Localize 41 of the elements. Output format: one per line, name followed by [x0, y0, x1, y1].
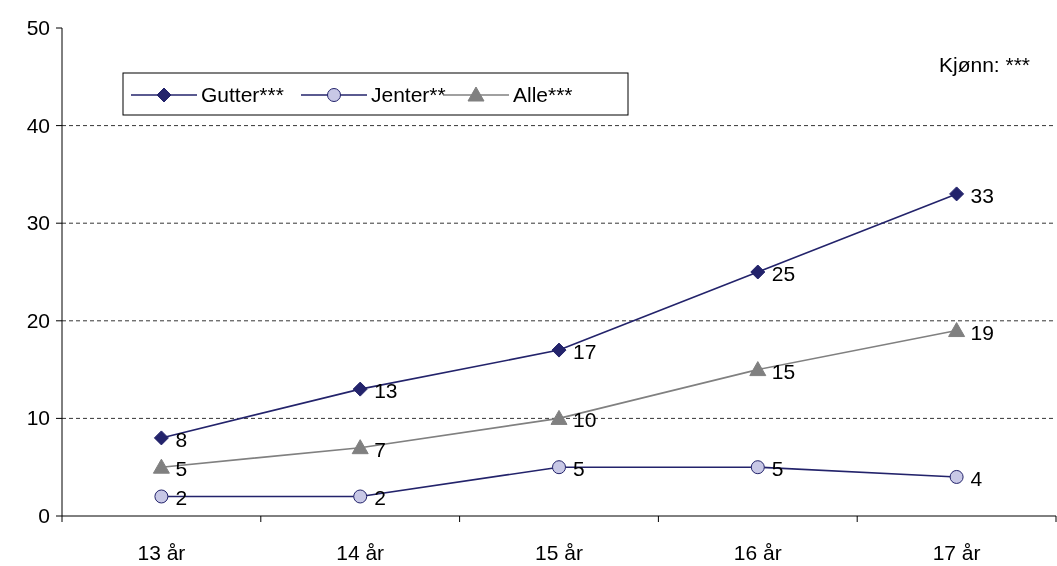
point [949, 186, 965, 202]
data-label: 17 [573, 340, 597, 364]
point [351, 439, 369, 455]
point [552, 460, 566, 475]
y-tick-label: 30 [26, 211, 50, 235]
data-label: 33 [970, 183, 994, 207]
data-label: 4 [970, 466, 983, 490]
y-tick-label: 10 [26, 406, 50, 430]
point [353, 489, 368, 504]
point [551, 342, 567, 358]
x-tick-label: 13 år [137, 541, 186, 564]
point [152, 458, 170, 474]
point [949, 469, 964, 484]
y-tick-label: 50 [26, 16, 50, 39]
x-tick-label: 14 år [336, 541, 385, 564]
legend-label: Gutter*** [201, 83, 284, 106]
point [749, 361, 767, 377]
y-tick-label: 20 [26, 308, 50, 332]
data-label: 8 [175, 427, 188, 451]
point [750, 264, 766, 280]
data-label: 7 [374, 437, 386, 461]
annotation: Kjønn: *** [938, 53, 1030, 76]
data-label: 13 [374, 379, 398, 403]
point [948, 322, 966, 338]
y-tick-label: 40 [26, 113, 50, 137]
x-tick-label: 16 år [733, 541, 782, 564]
point [550, 409, 568, 425]
point [154, 489, 169, 504]
point [750, 460, 765, 475]
x-tick-label: 17 år [932, 541, 981, 564]
data-label: 19 [970, 320, 994, 344]
point [153, 430, 169, 446]
x-tick-label: 15 år [535, 541, 583, 564]
legend-label: Jenter** [371, 83, 446, 106]
data-label: 10 [573, 408, 597, 432]
data-label: 5 [175, 457, 188, 481]
legend-label: Alle*** [513, 83, 573, 106]
data-label: 15 [771, 359, 796, 383]
data-label: 25 [771, 262, 796, 285]
point [352, 381, 368, 397]
y-tick-label: 0 [38, 504, 50, 527]
